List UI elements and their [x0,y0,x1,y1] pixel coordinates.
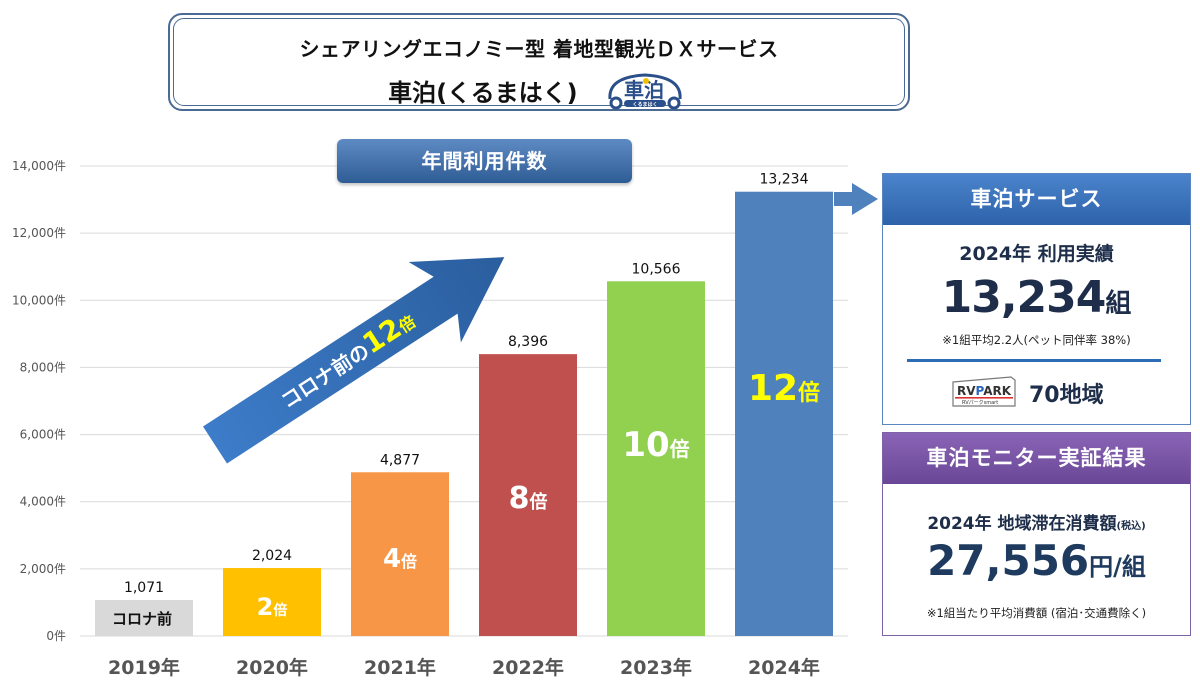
multiplier-number: 4 [383,544,401,574]
grid-lines [80,165,848,637]
header-inner-border [173,18,905,106]
rvpark-main-text: RVPARK [957,384,1012,398]
bar-2023年 [607,281,705,636]
bar-multiplier: 12倍 [748,368,820,409]
value-label: 1,071 [124,580,164,596]
bar-multiplier: 8倍 [509,481,548,516]
y-axis-ticks: 0件 2,000件 4,000件 6,000件 8,000件 10,000件 12,000件… [12,159,66,643]
bar-2020年 [223,568,321,636]
service-panel-note: ※1組平均2.2人(ペット同伴率 38%) [942,333,1131,347]
logo-subtext: くるまはく [632,101,657,108]
bar-annotation: コロナ前 [112,610,172,628]
multiplier-number: 8 [509,481,530,516]
monitor-panel-note: ※1組当たり平均消費額 (宿泊･交通費除く) [926,606,1147,620]
x-tick-label: 2023年 [620,656,692,679]
chart-title: 年間利用件数 [337,139,632,183]
x-tick-label: 2022年 [492,656,564,679]
monitor-panel-subtitle: 2024年 地域滞在消費額(税込) [883,509,1190,534]
monitor-panel-value: 27,556円/組 [883,536,1190,585]
monitor-panel-title: 車泊モニター実証結果 [883,433,1190,484]
header-title-box: シェアリングエコノミー型 着地型観光ＤＸサービス 車泊(くるまはく) 車泊 くる… [168,13,910,111]
multiplier-unit: 倍 [670,437,690,461]
bars: 1,071コロナ前2,0242倍4,8774倍8,3968倍10,56610倍1… [95,172,833,637]
y-tick-label: 12,000件 [12,226,66,240]
x-tick-label: 2021年 [364,656,436,679]
service-panel-value: 13,234組 [883,272,1190,323]
usage-count: 13,234 [941,272,1107,323]
bar-multiplier: 10倍 [622,425,689,465]
service-panel: 車泊サービス 2024年 利用実績 13,234組 ※1組平均2.2人(ペット同… [882,173,1191,425]
x-tick-label: 2024年 [748,656,820,679]
y-tick-label: 2,000件 [20,562,66,576]
y-tick-label: 10,000件 [12,293,66,307]
monitor-panel: 車泊モニター実証結果 2024年 地域滞在消費額(税込) 27,556円/組 ※… [882,432,1191,636]
value-label: 8,396 [508,334,548,350]
growth-arrow-shape [203,257,505,464]
bar-multiplier: 4倍 [383,544,417,574]
value-label: 13,234 [760,172,809,188]
kurumahaku-logo-icon: 車泊 くるまはく [608,73,682,110]
spending-unit: 円/組 [1089,553,1146,581]
y-tick-label: 8,000件 [20,360,66,374]
multiplier-unit: 倍 [273,602,287,619]
spending-amount: 27,556 [927,536,1090,585]
bar-2022年 [479,354,577,636]
value-label: 10,566 [632,261,681,277]
multiplier-number: 12 [748,368,798,409]
value-label: 2,024 [252,548,292,564]
x-axis-ticks: 2019年 2020年 2021年 2022年 2023年 2024年 [108,656,820,679]
rvpark-sub-text: RVパークsmart [962,400,998,406]
service-panel-title: 車泊サービス [883,174,1190,225]
y-tick-label: 0件 [46,629,66,643]
rvpark-logo-icon: RVPARK RVパークsmart [952,376,1016,407]
multiplier-unit: 倍 [529,491,547,513]
spending-label: 2024年 地域滞在消費額 [927,514,1117,534]
multiplier-unit: 倍 [401,552,417,571]
usage-unit: 組 [1105,289,1132,319]
annual-usage-chart: 0件 2,000件 4,000件 6,000件 8,000件 10,000件 12,000件… [12,159,878,679]
pointer-arrow-icon [834,183,878,215]
area-count: 70地域 [1029,383,1104,408]
bar-2021年 [351,472,449,636]
y-tick-label: 6,000件 [20,428,66,442]
service-name: 車泊(くるまはく) [388,78,578,107]
value-label: 4,877 [380,452,420,468]
y-tick-label: 14,000件 [12,159,66,173]
multiplier-number: 2 [257,593,274,621]
x-tick-label: 2019年 [108,656,180,679]
header-subtitle: シェアリングエコノミー型 着地型観光ＤＸサービス [299,37,779,61]
y-tick-label: 4,000件 [20,495,66,509]
service-panel-subtitle: 2024年 利用実績 [959,243,1114,265]
growth-arrow-label: コロナ前の12倍 [273,303,421,415]
multiplier-number: 10 [622,425,669,465]
x-tick-label: 2020年 [236,656,308,679]
bar-multiplier: 2倍 [257,593,288,621]
bar-2024年 [735,191,833,637]
bar-2019年 [95,600,193,636]
tax-included-label: (税込) [1116,521,1146,532]
header-title: 車泊(くるまはく) 車泊 くるまはく [170,69,908,111]
multiplier-unit: 倍 [798,380,820,406]
divider [907,359,1161,362]
